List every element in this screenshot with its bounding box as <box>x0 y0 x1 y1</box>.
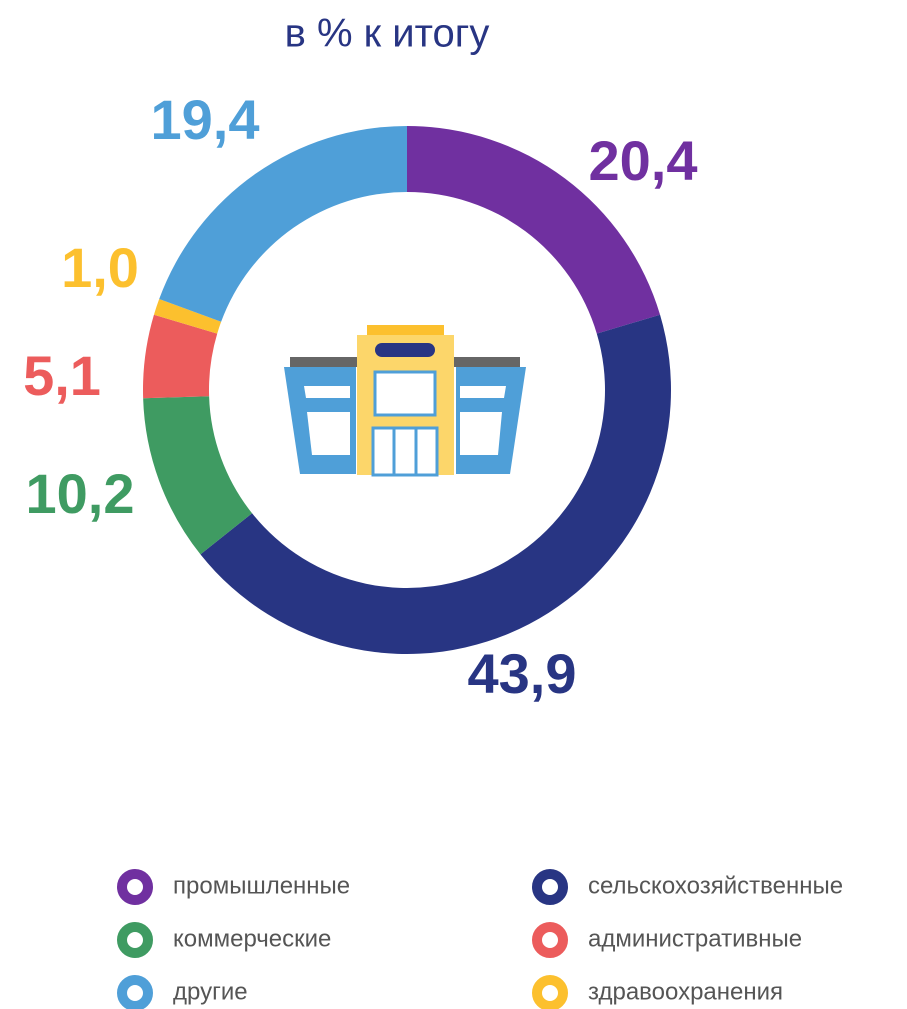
legend-label: сельскохозяйственные <box>588 872 843 899</box>
legend-label: коммерческие <box>173 925 331 952</box>
building-icon <box>284 325 526 477</box>
donut-segment <box>143 396 253 555</box>
donut-segment <box>407 126 661 334</box>
donut-segment <box>200 314 671 655</box>
legend-marker <box>532 869 568 905</box>
value-label: 19,4 <box>151 88 260 151</box>
donut-segment <box>142 314 218 399</box>
legend-marker <box>117 922 153 958</box>
value-label: 43,9 <box>468 642 577 705</box>
donut-segment <box>153 299 222 334</box>
legend-marker <box>532 975 568 1009</box>
donut-segment <box>159 126 407 322</box>
legend-marker <box>532 922 568 958</box>
legend-label: здравоохранения <box>588 978 783 1005</box>
chart-title: в % к итогу <box>285 12 490 56</box>
value-label: 5,1 <box>23 344 101 407</box>
legend-marker <box>117 869 153 905</box>
legend-label: промышленные <box>173 872 350 899</box>
value-label: 10,2 <box>26 462 135 525</box>
legend-label: другие <box>173 978 248 1005</box>
value-label: 20,4 <box>589 129 698 192</box>
value-label: 1,0 <box>61 236 139 299</box>
legend-marker <box>117 975 153 1009</box>
legend-label: административные <box>588 925 802 952</box>
